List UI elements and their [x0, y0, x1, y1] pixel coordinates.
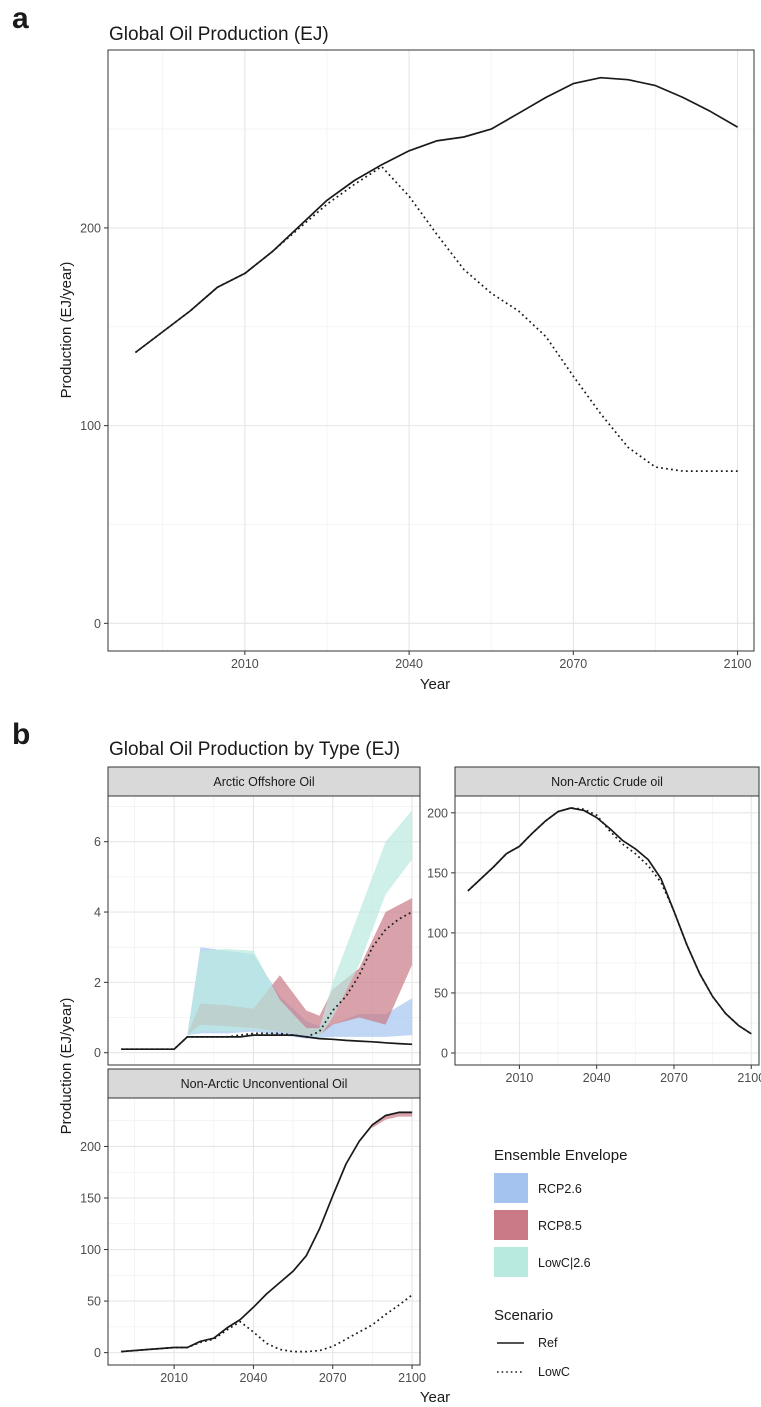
- chart-title-a: Global Oil Production (EJ): [109, 24, 329, 45]
- legend-swatch-lowc26: [494, 1247, 528, 1277]
- envelope-rcp8-5: [187, 898, 413, 1036]
- legend-label-lowc26: LowC|2.6: [538, 1256, 591, 1270]
- series-line-ref: [134, 76, 739, 354]
- y-tick-label: 200: [427, 806, 448, 820]
- panel-label-a: a: [12, 2, 29, 35]
- x-tick-label: 2040: [583, 1071, 611, 1085]
- x-tick-label: 2040: [240, 1371, 268, 1385]
- y-tick-label: 100: [80, 1243, 101, 1257]
- x-tick-label: 2100: [398, 1371, 426, 1385]
- series-line-lowc: [467, 807, 752, 1035]
- x-tick-label: 2070: [319, 1371, 347, 1385]
- chart-panel-arctic-offshore: Arctic Offshore Oil 0 2 4 6: [94, 766, 421, 1066]
- series-line-ref: [467, 807, 752, 1035]
- y-tick-label: 50: [87, 1295, 101, 1309]
- legend-label-lowc: LowC: [538, 1365, 570, 1379]
- plot-background: [108, 1098, 420, 1365]
- series-line-ref: [121, 1111, 413, 1353]
- y-tick-label: 100: [80, 419, 101, 433]
- facet-strip-label: Non-Arctic Crude oil: [551, 775, 663, 789]
- facet-strip-label: Arctic Offshore Oil: [213, 775, 314, 789]
- y-tick-label: 50: [434, 986, 448, 1000]
- x-axis-title-a: Year: [420, 676, 450, 693]
- legend-title-envelope: Ensemble Envelope: [494, 1147, 627, 1164]
- x-tick-label: 2070: [660, 1071, 688, 1085]
- facet-strip-label: Non-Arctic Unconventional Oil: [181, 1077, 348, 1091]
- legend-swatch-rcp85: [494, 1210, 528, 1240]
- y-tick-label: 2: [94, 976, 101, 990]
- facet-strip: [107, 1068, 421, 1099]
- facet-strip: [107, 766, 421, 797]
- y-axis-title-a: Production (EJ/year): [58, 262, 75, 399]
- x-tick-label: 2010: [160, 1371, 188, 1385]
- y-tick-label: 6: [94, 835, 101, 849]
- series-line-ref: [121, 1034, 413, 1051]
- x-tick-label: 2010: [506, 1071, 534, 1085]
- legend-label-rcp26: RCP2.6: [538, 1182, 582, 1196]
- plot-background: [108, 50, 754, 651]
- panel-border: [107, 49, 755, 652]
- envelope-lowc-2-6: [187, 810, 413, 1037]
- y-tick-label: 0: [94, 1346, 101, 1360]
- x-tick-label: 2040: [395, 657, 423, 671]
- x-tick-label: 2100: [724, 657, 752, 671]
- chart-panel-non-arctic-unconventional: Non-Arctic Unconventional Oil 2010 2040 207…: [80, 1068, 426, 1385]
- y-tick-label: 200: [80, 1140, 101, 1154]
- x-tick-label: 2010: [231, 657, 259, 671]
- y-tick-label: 0: [94, 617, 101, 631]
- y-tick-label: 100: [427, 926, 448, 940]
- chart-panel-a: 2010 2040 2070 2100 0 100 200: [80, 49, 755, 671]
- legend-title-scenario: Scenario: [494, 1307, 553, 1324]
- plot-background: [455, 796, 759, 1065]
- panel-label-b: b: [12, 718, 31, 751]
- legend-label-rcp85: RCP8.5: [538, 1219, 582, 1233]
- facet-strip: [454, 766, 760, 797]
- y-tick-label: 4: [94, 906, 101, 920]
- y-axis-title-b: Production (EJ/year): [58, 998, 75, 1135]
- y-tick-label: 150: [80, 1191, 101, 1205]
- legend-label-ref: Ref: [538, 1336, 558, 1350]
- x-axis-title-b: Year: [420, 1389, 450, 1406]
- x-tick-label: 2100: [737, 1071, 761, 1085]
- chart-title-b: Global Oil Production by Type (EJ): [109, 739, 401, 760]
- legend: Ensemble Envelope RCP2.6 RCP8.5 LowC|2.6…: [494, 1147, 627, 1379]
- chart-panel-non-arctic-crude: Non-Arctic Crude oil 2010 2040 2070 2100 0 50 1…: [427, 766, 761, 1085]
- x-tick-label: 2070: [559, 657, 587, 671]
- envelope-rcp8-5: [372, 1111, 413, 1128]
- legend-swatch-rcp26: [494, 1173, 528, 1203]
- y-tick-label: 0: [94, 1046, 101, 1060]
- y-tick-label: 0: [441, 1046, 448, 1060]
- series-line-lowc: [121, 1294, 413, 1353]
- y-tick-label: 150: [427, 866, 448, 880]
- y-tick-label: 200: [80, 221, 101, 235]
